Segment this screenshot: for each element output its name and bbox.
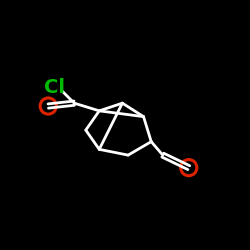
Text: Cl: Cl: [44, 78, 64, 97]
